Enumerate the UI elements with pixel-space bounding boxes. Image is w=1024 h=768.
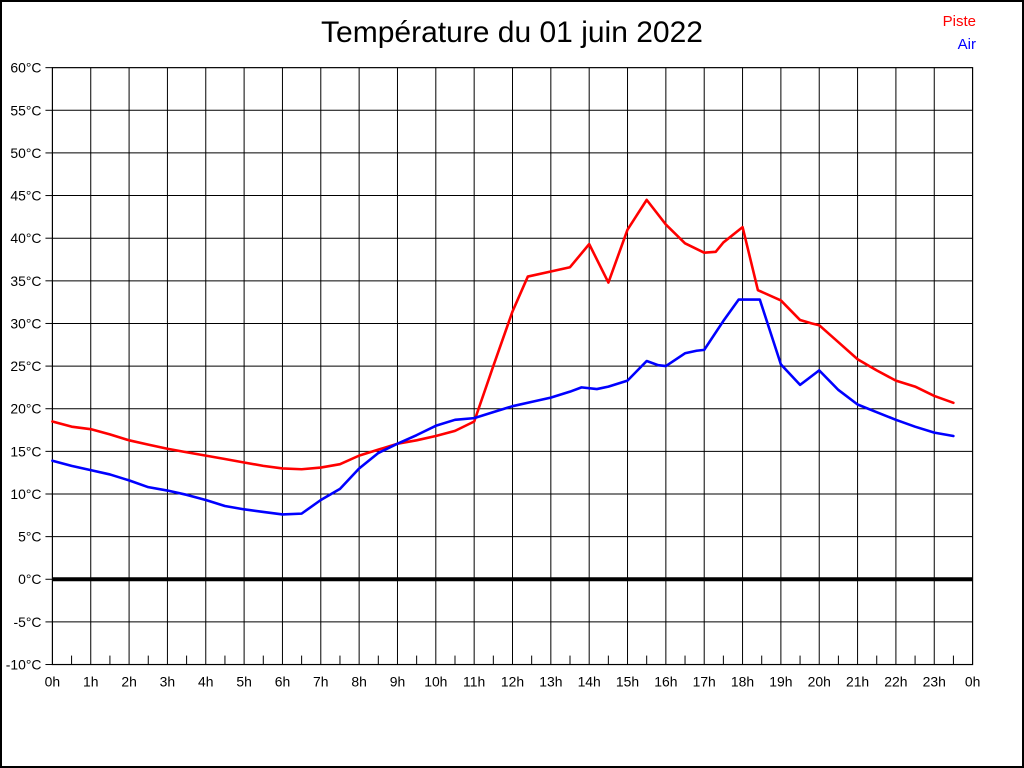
- svg-text:1h: 1h: [83, 673, 98, 689]
- series-piste-line: [51, 198, 955, 471]
- svg-text:5°C: 5°C: [18, 529, 41, 545]
- svg-text:8h: 8h: [351, 673, 366, 689]
- svg-text:-10°C: -10°C: [6, 657, 42, 673]
- svg-text:55°C: 55°C: [10, 102, 41, 118]
- svg-text:25°C: 25°C: [10, 358, 41, 374]
- chart-title: Température du 01 juin 2022: [321, 16, 703, 49]
- svg-text:20°C: 20°C: [10, 401, 41, 417]
- svg-text:17h: 17h: [693, 673, 716, 689]
- svg-text:40°C: 40°C: [10, 230, 41, 246]
- svg-text:12h: 12h: [501, 673, 524, 689]
- svg-text:0°C: 0°C: [18, 571, 41, 587]
- svg-text:30°C: 30°C: [10, 315, 41, 331]
- y-axis-labels: 60°C 55°C 50°C 45°C 40°C 35°C 30°C 25°C 20°C 15°C…: [6, 60, 42, 673]
- svg-text:10°C: 10°C: [10, 486, 41, 502]
- svg-text:35°C: 35°C: [10, 273, 41, 289]
- svg-text:6h: 6h: [275, 673, 290, 689]
- plot-border: [51, 67, 974, 666]
- svg-text:9h: 9h: [390, 673, 405, 689]
- svg-text:13h: 13h: [539, 673, 562, 689]
- svg-text:3h: 3h: [160, 673, 175, 689]
- svg-text:21h: 21h: [846, 673, 869, 689]
- svg-text:22h: 22h: [884, 673, 907, 689]
- svg-text:16h: 16h: [654, 673, 677, 689]
- svg-text:7h: 7h: [313, 673, 328, 689]
- svg-text:20h: 20h: [808, 673, 831, 689]
- x-axis-labels: 0h 1h 2h 3h 4h 5h 6h 7h 8h 9h 10h 11h 12h 13h 14h 15h 16…: [45, 673, 981, 689]
- svg-text:18h: 18h: [731, 673, 754, 689]
- svg-text:-5°C: -5°C: [13, 614, 41, 630]
- svg-text:0h: 0h: [965, 673, 980, 689]
- svg-text:2h: 2h: [121, 673, 136, 689]
- svg-text:5h: 5h: [236, 673, 251, 689]
- axis-ticks: [45, 67, 954, 666]
- legend-item-piste: Piste: [942, 13, 976, 30]
- svg-text:10h: 10h: [424, 673, 447, 689]
- grid: [52, 67, 973, 665]
- svg-text:0h: 0h: [45, 673, 60, 689]
- svg-text:4h: 4h: [198, 673, 213, 689]
- legend-item-air: Air: [957, 36, 976, 53]
- svg-text:23h: 23h: [923, 673, 946, 689]
- svg-text:50°C: 50°C: [10, 145, 41, 161]
- svg-text:14h: 14h: [578, 673, 601, 689]
- svg-text:11h: 11h: [463, 673, 485, 689]
- svg-text:15°C: 15°C: [10, 443, 41, 459]
- series-air-line: [51, 298, 955, 516]
- svg-text:19h: 19h: [769, 673, 792, 689]
- svg-text:60°C: 60°C: [10, 60, 41, 76]
- chart-legend: Piste Air: [943, 10, 976, 56]
- svg-text:15h: 15h: [616, 673, 639, 689]
- svg-text:45°C: 45°C: [10, 188, 41, 204]
